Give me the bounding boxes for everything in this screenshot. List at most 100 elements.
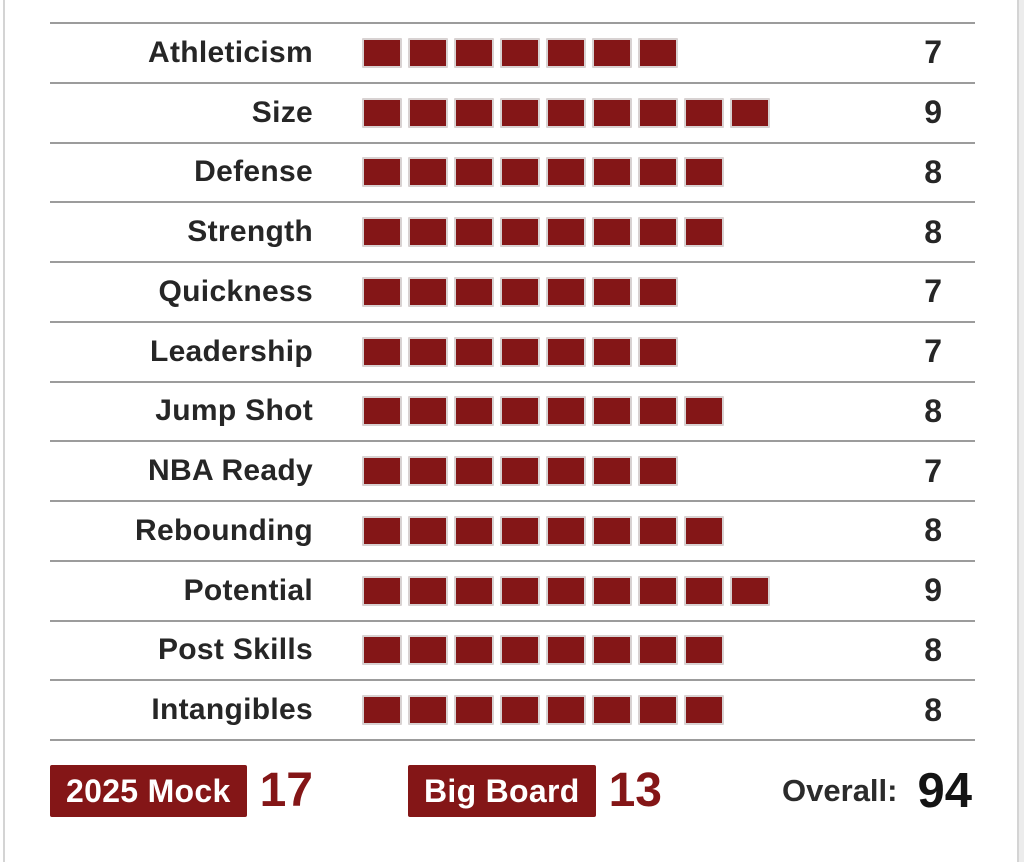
attribute-value: 7 [924, 34, 942, 71]
rating-block [638, 276, 678, 307]
rating-block [546, 157, 586, 188]
rating-block [408, 157, 448, 188]
rating-block [684, 695, 724, 726]
rating-block [454, 276, 494, 307]
attribute-value: 8 [924, 153, 942, 190]
rating-bar [362, 276, 862, 307]
rating-block [408, 695, 448, 726]
rating-block [546, 515, 586, 546]
rating-row: Quickness 7 [50, 261, 975, 321]
attribute-label: Intangibles [151, 693, 313, 727]
rating-block [638, 695, 678, 726]
attribute-label: Post Skills [157, 633, 313, 667]
rating-block [546, 276, 586, 307]
rating-block [684, 217, 724, 248]
rating-block [684, 157, 724, 188]
rating-block [362, 217, 402, 248]
attribute-value: 9 [924, 94, 942, 131]
rating-bar [362, 157, 862, 188]
rating-block [730, 97, 770, 128]
rating-block [684, 97, 724, 128]
rating-block [454, 396, 494, 427]
rating-block [454, 635, 494, 666]
rating-block [454, 456, 494, 487]
rating-block [454, 695, 494, 726]
rating-block [546, 97, 586, 128]
rating-block [592, 276, 632, 307]
rating-block [500, 635, 540, 666]
rating-block [638, 396, 678, 427]
attribute-value: 8 [924, 691, 942, 728]
attribute-label: NBA Ready [148, 454, 313, 488]
rating-block [500, 695, 540, 726]
rating-block [408, 456, 448, 487]
rating-row: Strength 8 [50, 201, 975, 261]
rating-block [592, 157, 632, 188]
rating-block [500, 456, 540, 487]
rating-block [362, 336, 402, 367]
rating-bar [362, 336, 862, 367]
rating-block [500, 336, 540, 367]
attribute-label: Quickness [158, 274, 313, 308]
rating-block [684, 515, 724, 546]
rating-block [454, 515, 494, 546]
rating-block [362, 396, 402, 427]
rating-bar [362, 97, 862, 128]
rating-block [638, 515, 678, 546]
rating-block [500, 97, 540, 128]
attribute-value: 9 [924, 572, 942, 609]
rating-block [362, 635, 402, 666]
rating-row: Potential 9 [50, 559, 975, 620]
attribute-label: Size [251, 95, 313, 129]
rating-block [362, 276, 402, 307]
mock-draft-stat: 2025 Mock 17 [50, 765, 313, 817]
rating-bar [362, 635, 862, 666]
rating-block [546, 336, 586, 367]
rating-block [408, 276, 448, 307]
rating-block [638, 336, 678, 367]
rating-block [592, 396, 632, 427]
rating-bar [362, 456, 862, 487]
rating-bar [362, 37, 862, 68]
rating-row: NBA Ready 7 [50, 440, 975, 500]
rating-bar [362, 695, 862, 726]
rating-block [546, 456, 586, 487]
rating-block [592, 515, 632, 546]
rating-block [638, 456, 678, 487]
attribute-label: Rebounding [135, 513, 313, 547]
rating-row: Defense 8 [50, 141, 975, 202]
rating-block [592, 695, 632, 726]
rating-block [408, 217, 448, 248]
rating-block [592, 217, 632, 248]
mock-value: 17 [259, 764, 313, 817]
rating-block [638, 575, 678, 606]
rating-block [592, 97, 632, 128]
rating-block [638, 37, 678, 68]
rating-block [592, 456, 632, 487]
rating-block [500, 37, 540, 68]
rating-block [638, 97, 678, 128]
attribute-label: Jump Shot [155, 394, 313, 428]
rating-block [592, 575, 632, 606]
rating-block [500, 217, 540, 248]
rating-block [500, 276, 540, 307]
attribute-label: Athleticism [147, 35, 313, 69]
rating-block [454, 217, 494, 248]
rating-block [592, 37, 632, 68]
rating-block [638, 635, 678, 666]
rating-block [500, 157, 540, 188]
rating-block [546, 575, 586, 606]
rating-block [362, 515, 402, 546]
rating-block [408, 97, 448, 128]
rating-block [362, 456, 402, 487]
rating-block [362, 37, 402, 68]
attribute-value: 7 [924, 273, 942, 310]
rating-block [408, 37, 448, 68]
rating-row: Rebounding 8 [50, 500, 975, 560]
rating-block [500, 396, 540, 427]
rating-block [546, 635, 586, 666]
rating-row: Athleticism 7 [50, 22, 975, 82]
attribute-value: 7 [924, 452, 942, 489]
rating-block [592, 635, 632, 666]
